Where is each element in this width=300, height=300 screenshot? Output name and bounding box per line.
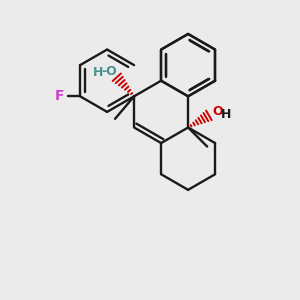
- Text: F: F: [55, 89, 64, 103]
- Text: H: H: [92, 66, 103, 79]
- Text: O: O: [212, 105, 223, 119]
- Text: -O: -O: [101, 65, 117, 78]
- Text: H: H: [221, 108, 231, 121]
